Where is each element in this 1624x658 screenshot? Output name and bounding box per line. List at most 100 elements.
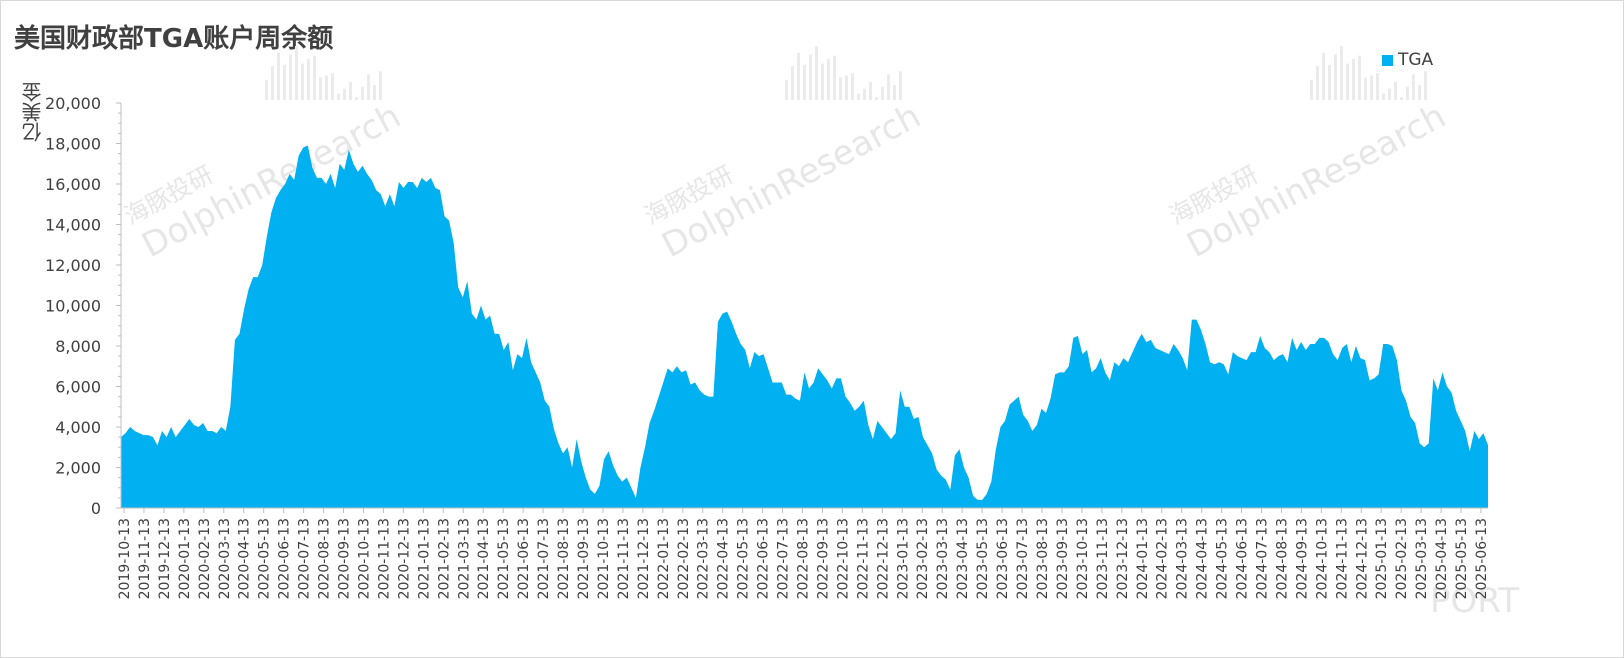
x-tick-label: 2022-04-13 (716, 518, 732, 599)
watermark-bar (337, 93, 340, 100)
watermark-bar (863, 88, 866, 100)
x-tick-label: 2021-01-13 (416, 518, 432, 599)
x-tick-label: 2019-12-13 (157, 518, 173, 599)
watermark-bar (1352, 58, 1355, 100)
y-tick-label: 18,000 (45, 135, 101, 154)
watermark-bar (1412, 74, 1415, 100)
watermark-bar (283, 64, 286, 100)
watermark-bar (791, 66, 794, 100)
watermark-bar (1340, 46, 1343, 100)
x-tick-label: 2025-04-13 (1434, 518, 1450, 599)
x-tick-label: 2024-01-13 (1135, 518, 1151, 599)
watermark-bar (1418, 85, 1421, 100)
watermark-bar (1358, 55, 1361, 100)
x-tick-label: 2024-11-13 (1334, 518, 1350, 599)
x-tick-label: 2021-04-13 (476, 518, 492, 599)
y-tick-label: 20,000 (45, 94, 101, 113)
watermark-bar (325, 75, 328, 100)
legend-label-tga: TGA (1398, 50, 1434, 70)
x-tick-label: 2022-10-13 (835, 518, 851, 599)
x-tick-label: 2022-05-13 (736, 518, 752, 599)
watermark-bar (355, 97, 358, 100)
watermark-bar (1346, 63, 1349, 100)
watermark-bar (899, 71, 902, 100)
watermark-bar (1310, 80, 1313, 100)
x-tick-label: 2024-06-13 (1235, 518, 1251, 599)
x-tick-label: 2023-01-13 (895, 518, 911, 599)
x-tick-label: 2023-12-13 (1115, 518, 1131, 599)
legend-swatch-tga (1382, 54, 1393, 66)
x-tick-label: 2020-09-13 (337, 518, 353, 599)
x-tick-label: 2022-02-13 (676, 518, 692, 599)
x-tick-label: 2025-02-13 (1394, 518, 1410, 599)
x-tick-label: 2021-06-13 (516, 518, 532, 599)
x-tick-label: 2021-08-13 (556, 518, 572, 599)
watermark-bar (797, 52, 800, 100)
watermark-bar (271, 66, 274, 100)
watermark-bar (265, 80, 268, 100)
watermark-bar (343, 88, 346, 100)
watermark-bar (289, 54, 292, 100)
y-tick-label: 2,000 (55, 459, 101, 478)
watermark-bar (887, 74, 890, 100)
x-tick-label: 2019-10-13 (117, 518, 133, 599)
x-tick-label: 2024-05-13 (1215, 518, 1231, 599)
x-tick-label: 2023-06-13 (995, 518, 1011, 599)
x-tick-label: 2022-03-13 (696, 518, 712, 599)
watermark-bar (1406, 86, 1409, 100)
watermark-bar (1328, 64, 1331, 100)
watermark-bar (851, 73, 854, 100)
watermark-bar (379, 71, 382, 100)
watermark-bar (833, 55, 836, 100)
watermark-bar (827, 58, 830, 100)
x-tick-label: 2023-04-13 (955, 518, 971, 599)
x-tick-label: 2024-10-13 (1314, 518, 1330, 599)
watermark-bar (1370, 75, 1373, 100)
watermark-bar (1364, 77, 1367, 100)
watermark-bar (361, 86, 364, 100)
x-tick-label: 2024-07-13 (1255, 518, 1271, 599)
watermark-bar (875, 97, 878, 100)
x-tick-label: 2020-12-13 (396, 518, 412, 599)
watermark-bar (839, 77, 842, 100)
x-tick-label: 2020-04-13 (237, 518, 253, 599)
x-tick-label: 2020-05-13 (257, 518, 273, 599)
x-tick-label: 2020-03-13 (217, 518, 233, 599)
x-tick-label: 2021-05-13 (496, 518, 512, 599)
watermark-bar (1334, 54, 1337, 100)
watermark-bar (295, 46, 298, 100)
watermark-bar (319, 77, 322, 100)
watermark-bar (1424, 71, 1427, 100)
watermark-bar (367, 74, 370, 100)
x-tick-label: 2023-07-13 (1015, 518, 1031, 599)
watermark-bar (1388, 88, 1391, 100)
x-tick-label: 2023-03-13 (935, 518, 951, 599)
y-tick-label: 14,000 (45, 216, 101, 235)
x-tick-label: 2022-12-13 (875, 518, 891, 599)
y-tick-label: 6,000 (55, 378, 101, 397)
x-tick-label: 2019-11-13 (137, 518, 153, 599)
chart-title: 美国财政部TGA账户周余额 (14, 24, 334, 54)
watermark-bar (845, 75, 848, 100)
watermark-bar (857, 93, 860, 100)
x-tick-label: 2021-07-13 (536, 518, 552, 599)
watermark-bar (331, 73, 334, 100)
watermark-bar (803, 64, 806, 100)
watermark-bar (785, 80, 788, 100)
watermark-bar (307, 58, 310, 100)
x-tick-label: 2022-08-13 (796, 518, 812, 599)
watermark-corner: PORT (1430, 581, 1519, 621)
x-tick-label: 2024-03-13 (1175, 518, 1191, 599)
watermark-bar (893, 85, 896, 100)
watermark-bar (1316, 66, 1319, 100)
x-tick-label: 2022-01-13 (656, 518, 672, 599)
x-tick-label: 2021-09-13 (576, 518, 592, 599)
x-tick-label: 2024-08-13 (1274, 518, 1290, 599)
y-tick-label: 0 (91, 499, 101, 518)
x-tick-label: 2025-03-13 (1414, 518, 1430, 599)
watermark-bar (1382, 93, 1385, 100)
x-tick-label: 2022-09-13 (815, 518, 831, 599)
x-tick-label: 2023-08-13 (1035, 518, 1051, 599)
watermark-bar (301, 63, 304, 100)
watermark-bar (1394, 81, 1397, 100)
